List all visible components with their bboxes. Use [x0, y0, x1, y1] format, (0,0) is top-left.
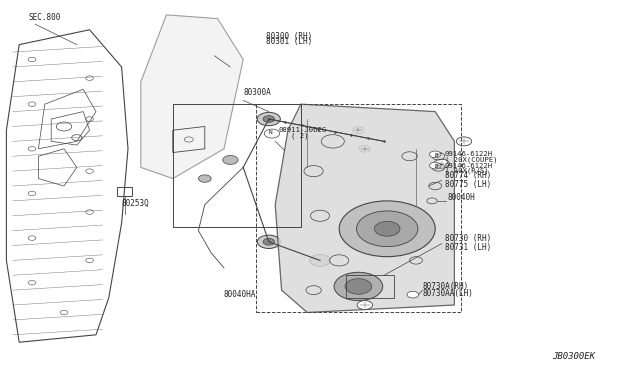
Polygon shape — [141, 15, 243, 179]
Circle shape — [357, 301, 372, 310]
Circle shape — [339, 201, 435, 257]
Text: 09146-6122H: 09146-6122H — [445, 151, 493, 157]
Text: 80301 (LH): 80301 (LH) — [266, 37, 312, 46]
Circle shape — [407, 291, 419, 298]
Text: 80300A: 80300A — [243, 88, 271, 97]
Text: 08911-J062G: 08911-J062G — [278, 127, 326, 133]
Text: ( 30X(R/S): ( 30X(R/S) — [445, 167, 488, 174]
Text: 80730 (RH): 80730 (RH) — [445, 234, 491, 243]
Circle shape — [356, 211, 418, 247]
Text: 80300 (RH): 80300 (RH) — [266, 32, 312, 41]
Text: ( 20X(COUPE): ( 20X(COUPE) — [445, 156, 497, 163]
Text: JB0300EK: JB0300EK — [552, 352, 595, 361]
Text: 80040HA: 80040HA — [224, 291, 257, 299]
Text: SEC.800: SEC.800 — [29, 13, 61, 22]
Circle shape — [434, 159, 449, 168]
Circle shape — [198, 175, 211, 182]
Text: 80253Q: 80253Q — [122, 199, 149, 208]
Text: 80731 (LH): 80731 (LH) — [445, 243, 491, 252]
Text: 80730AA(LH): 80730AA(LH) — [422, 289, 473, 298]
Text: 09146-6122H: 09146-6122H — [445, 163, 493, 169]
Text: ( 2): ( 2) — [291, 132, 308, 139]
Polygon shape — [275, 104, 454, 312]
Circle shape — [263, 116, 275, 122]
Text: 80040H: 80040H — [448, 193, 476, 202]
Circle shape — [334, 272, 383, 301]
Text: 80775 (LH): 80775 (LH) — [445, 180, 491, 189]
Text: N: N — [268, 131, 272, 135]
Circle shape — [374, 221, 400, 236]
Text: B: B — [435, 153, 438, 158]
Circle shape — [345, 279, 372, 294]
Circle shape — [456, 137, 472, 146]
Circle shape — [257, 112, 280, 126]
Text: B: B — [435, 164, 438, 169]
Circle shape — [257, 235, 280, 248]
Circle shape — [429, 151, 441, 158]
Circle shape — [310, 254, 330, 266]
Circle shape — [223, 155, 238, 164]
Text: 80730A(RH): 80730A(RH) — [422, 282, 468, 291]
Text: 80774 (RH): 80774 (RH) — [445, 171, 491, 180]
Circle shape — [263, 238, 275, 245]
Circle shape — [429, 162, 441, 169]
